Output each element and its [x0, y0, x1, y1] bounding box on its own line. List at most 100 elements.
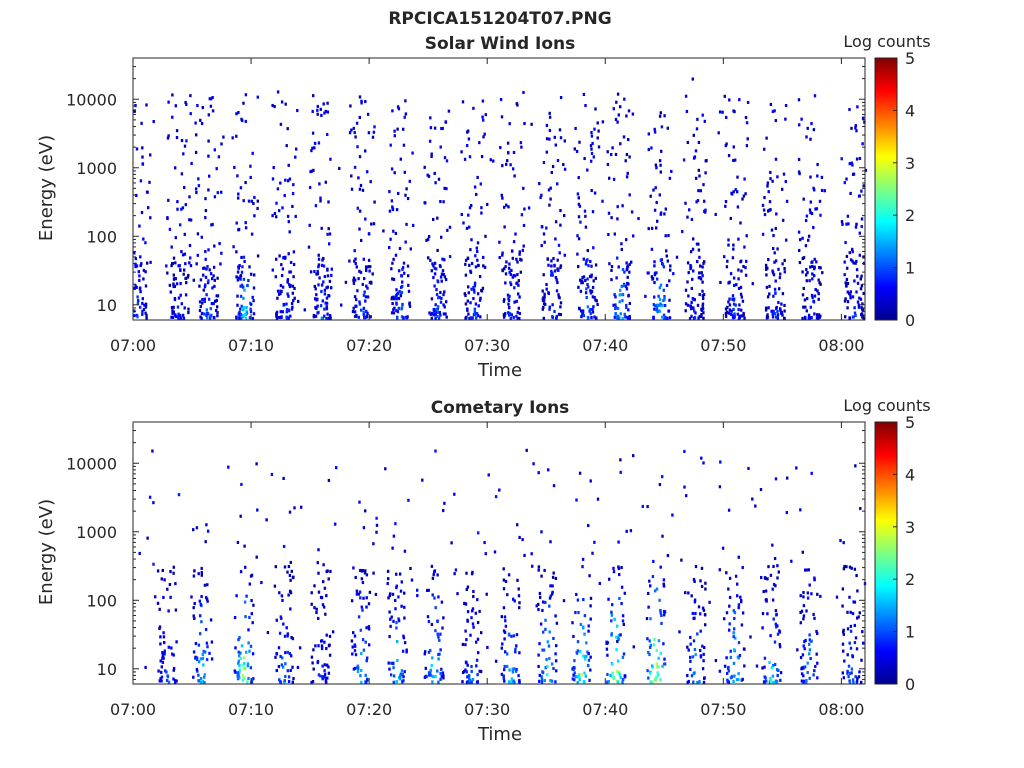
spectrogram-cell	[581, 310, 584, 314]
spectrogram-cell	[812, 226, 815, 230]
spectrogram-cell	[466, 585, 470, 589]
spectrogram-cell	[442, 676, 445, 680]
spectrogram-cell	[399, 674, 402, 678]
spectrogram-cell	[727, 680, 730, 684]
spectrogram-cell	[475, 658, 479, 662]
spectrogram-cell	[364, 299, 367, 303]
spectrogram-cell	[481, 115, 484, 119]
spectrogram-cell	[517, 587, 520, 591]
spectrogram-cell	[849, 290, 852, 294]
spectrogram-cell	[431, 262, 434, 266]
spectrogram-cell	[808, 316, 811, 320]
spectrogram-cell	[314, 287, 317, 291]
spectrogram-cell	[556, 182, 559, 186]
spectrogram-cell	[453, 492, 456, 496]
spectrogram-cell	[250, 232, 254, 236]
spectrogram-cell	[474, 265, 478, 269]
spectrogram-cell	[751, 282, 754, 286]
colorbar-tick-label: 2	[905, 206, 915, 225]
spectrogram-cell	[436, 315, 439, 319]
spectrogram-cell	[503, 267, 506, 271]
spectrogram-cell	[535, 604, 538, 608]
spectrogram-cell	[470, 665, 473, 669]
spectrogram-cell	[517, 292, 520, 296]
spectrogram-cell	[628, 155, 631, 159]
spectrogram-cell	[519, 141, 523, 145]
spectrogram-cell	[812, 128, 816, 132]
spectrogram-cell	[403, 549, 407, 553]
spectrogram-cell	[172, 284, 176, 288]
spectrogram-cell	[468, 680, 471, 684]
spectrogram-cell	[632, 454, 635, 458]
spectrogram-cell	[436, 632, 439, 636]
spectrogram-cell	[700, 315, 703, 319]
spectrogram-cell	[801, 666, 804, 670]
spectrogram-cell	[733, 616, 736, 620]
spectrogram-cell	[320, 316, 324, 320]
spectrogram-cell	[433, 309, 436, 313]
spectrogram-cell	[610, 613, 614, 617]
spectrogram-cell	[630, 210, 634, 214]
spectrogram-cell	[694, 612, 697, 616]
spectrogram-cell	[732, 298, 735, 302]
spectrogram-cell	[316, 311, 319, 315]
spectrogram-cell	[403, 605, 406, 609]
spectrogram-cell	[813, 578, 816, 582]
spectrogram-cell	[518, 252, 521, 256]
spectrogram-cell	[762, 680, 766, 684]
spectrogram-cell	[690, 674, 694, 678]
spectrogram-cell	[464, 294, 467, 298]
spectrogram-cell	[391, 546, 394, 550]
spectrogram-cell	[736, 594, 739, 598]
spectrogram-cell	[396, 316, 399, 320]
spectrogram-cell	[247, 676, 250, 680]
spectrogram-cell	[700, 456, 703, 460]
spectrogram-cell	[391, 261, 394, 265]
spectrogram-cell	[320, 644, 324, 648]
spectrogram-cell	[810, 316, 813, 320]
spectrogram-cell	[606, 653, 609, 657]
spectrogram-cell	[356, 145, 359, 149]
spectrogram-cell	[208, 268, 211, 272]
spectrogram-cell	[509, 273, 512, 277]
spectrogram-cell	[700, 584, 704, 588]
spectrogram-cell	[367, 625, 371, 629]
spectrogram-cell	[652, 643, 656, 647]
spectrogram-cell	[204, 250, 207, 254]
spectrogram-cell	[168, 283, 172, 287]
spectrogram-cell	[213, 195, 217, 199]
spectrogram-cell	[443, 290, 446, 294]
spectrogram-cell	[330, 273, 333, 277]
spectrogram-cell	[783, 267, 786, 271]
spectrogram-cell	[841, 222, 844, 226]
spectrogram-cell	[326, 312, 329, 316]
spectrogram-cell	[326, 132, 329, 136]
spectrogram-cell	[353, 634, 357, 638]
spectrogram-cell	[432, 308, 435, 312]
spectrogram-cell	[442, 303, 445, 307]
spectrogram-cell	[559, 223, 562, 227]
spectrogram-cell	[151, 449, 154, 453]
spectrogram-cell	[849, 293, 852, 297]
spectrogram-cell	[662, 288, 665, 292]
spectrogram-cell	[804, 305, 807, 309]
spectrogram-cell	[399, 672, 403, 676]
spectrogram-cell	[846, 306, 849, 310]
spectrogram-cell	[506, 664, 509, 668]
spectrogram-cell	[476, 314, 480, 318]
spectrogram-cell	[436, 573, 439, 577]
spectrogram-cell	[238, 654, 241, 658]
spectrogram-cell	[692, 269, 695, 273]
spectrogram-cell	[238, 316, 241, 320]
spectrogram-cell	[664, 234, 667, 238]
spectrogram-cell	[814, 207, 817, 211]
spectrogram-cell	[441, 126, 444, 130]
spectrogram-cell	[855, 290, 858, 294]
spectrogram-cell	[393, 129, 396, 133]
spectrogram-cell	[723, 617, 726, 621]
spectrogram-cell	[737, 656, 740, 660]
spectrogram-cell	[545, 150, 548, 154]
spectrogram-cell	[573, 659, 576, 663]
spectrogram-cell	[240, 255, 243, 259]
spectrogram-cell	[685, 109, 689, 113]
